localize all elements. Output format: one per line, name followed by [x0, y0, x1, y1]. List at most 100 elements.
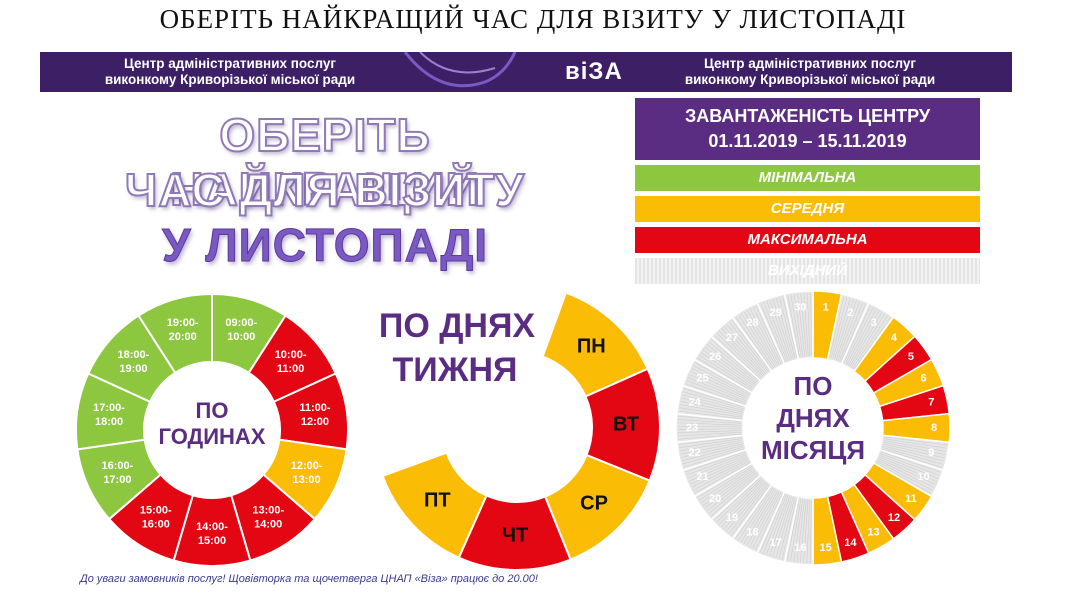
weekend-hatch-line	[797, 293, 806, 357]
weekend-hatch-line	[834, 299, 854, 360]
hours-slice-label: 10:00	[227, 331, 255, 343]
weekend-hatch-line	[694, 462, 751, 494]
weekend-hatch-line	[760, 303, 786, 362]
banner-org-name-right: Центр адміністративних послуг виконкому …	[684, 56, 936, 87]
weekend-hatch-line	[697, 357, 752, 391]
weekend-hatch-line	[679, 404, 743, 416]
hours-slice-label: 12:00-	[291, 460, 323, 472]
weekend-hatch-line	[881, 448, 943, 468]
weekend-hatch-line	[743, 489, 777, 545]
weekend-hatch-line	[678, 425, 742, 428]
legend-item-maximal: МАКСИМАЛЬНА	[635, 227, 980, 253]
weekend-hatch-line	[832, 298, 851, 359]
month-day-label: 28	[746, 317, 758, 329]
weekend-hatch-line	[807, 293, 811, 357]
load-legend: ЗАВАНТАЖЕНІСТЬ ЦЕНТРУ 01.11.2019 – 15.11…	[635, 98, 980, 284]
month-day-label: 23	[686, 422, 698, 434]
weekend-hatch-line	[725, 482, 767, 532]
weekend-hatch-line	[706, 344, 757, 384]
weekend-hatch-line	[682, 391, 744, 409]
weekend-hatch-line	[714, 476, 761, 521]
weekday-slice-label: ЧТ	[502, 524, 528, 546]
weekend-hatch-line	[728, 322, 769, 372]
hours-slice-label: 18:00-	[118, 349, 150, 361]
weekend-hatch-line	[840, 303, 867, 362]
month-day-label: 16	[794, 542, 806, 554]
month-day-label: 8	[931, 422, 937, 434]
weekend-hatch-line	[702, 469, 755, 507]
legend-item-medium: СЕРЕДНЯ	[635, 196, 980, 222]
hours-slice-label: 19:00-	[167, 317, 199, 329]
hours-slice-label: 13:00	[293, 474, 321, 486]
hours-slice-label: 16:00	[142, 518, 170, 530]
weekdays-donut-chart: ПН ВТ СР ЧТ ПТ ПО ДНЯХ ТИЖНЯ	[379, 291, 661, 571]
weekend-hatch-line	[766, 495, 789, 555]
weekend-hatch-line	[759, 494, 786, 553]
weekday-slice-label: ВТ	[613, 413, 639, 435]
weekend-hatch-line	[766, 301, 789, 361]
weekend-hatch-line	[694, 362, 751, 394]
banner-org-name-left: Центр адміністративних послуг виконкому …	[104, 56, 356, 87]
weekend-hatch-line	[882, 447, 944, 465]
weekend-hatch-line	[683, 388, 745, 408]
weekend-hatch-line	[718, 479, 764, 525]
banner-ornament-icon	[403, 52, 517, 88]
weekend-hatch-line	[699, 355, 753, 390]
weekend-hatch-line	[731, 320, 770, 371]
weekdays-title: ПО ДНЯХ	[379, 307, 536, 345]
weekend-hatch-line	[752, 306, 782, 364]
weekend-hatch-line	[876, 461, 933, 491]
weekend-hatch-line	[726, 324, 768, 373]
weekend-hatch-line	[746, 310, 779, 366]
weekend-hatch-line	[723, 326, 766, 375]
weekend-hatch-line	[879, 454, 939, 479]
weekend-hatch-line	[877, 459, 935, 488]
weekend-hatch-line	[763, 302, 788, 362]
month-day-label: 30	[794, 302, 806, 314]
weekend-hatch-line	[719, 330, 764, 377]
weekend-hatch-line	[687, 454, 747, 479]
month-day-label: 1	[823, 302, 829, 314]
weekend-hatch-line	[849, 311, 883, 367]
weekend-hatch-line	[793, 294, 804, 357]
weekend-hatch-line	[679, 410, 742, 420]
hours-donut-chart: 09:00- 10:00 10:00- 11:00 11:00- 12:00 12:00- 1…	[75, 292, 349, 567]
weekend-hatch-line	[680, 441, 743, 455]
weekend-hatch-line	[735, 316, 773, 370]
weekend-hatch-line	[678, 422, 742, 426]
weekend-hatch-line	[700, 352, 754, 388]
weekend-hatch-line	[686, 452, 746, 476]
hours-slice-label: 14:00	[254, 518, 282, 530]
weekend-hatch-line	[772, 496, 792, 557]
legend-item-day-off: ВИХІДНИЙ	[635, 258, 980, 284]
month-day-label: 19	[726, 512, 738, 524]
weekend-hatch-line	[678, 436, 742, 445]
weekend-hatch-line	[688, 374, 748, 400]
weekend-hatch-line	[746, 490, 778, 546]
hours-center-label: ПО	[196, 398, 229, 423]
weekend-hatch-line	[708, 341, 758, 383]
headline-line-1: ОБЕРІТЬ НАЙКРАЩИЙ	[169, 108, 480, 216]
weekend-hatch-line	[796, 499, 805, 563]
weekend-hatch-line	[678, 433, 742, 440]
weekday-slice	[381, 451, 488, 559]
weekend-hatch-line	[790, 294, 802, 358]
weekend-hatch-line	[693, 365, 750, 395]
month-day-label: 9	[928, 447, 934, 459]
weekend-hatch-line	[878, 456, 938, 482]
weekend-hatch-line	[782, 296, 798, 358]
month-day-label: 3	[870, 317, 876, 329]
weekend-hatch-line	[678, 419, 742, 424]
weekend-hatch-line	[710, 474, 759, 517]
weekend-hatch-line	[687, 377, 747, 402]
weekend-hatch-line	[704, 470, 756, 509]
hours-slice-label: 17:00	[103, 474, 131, 486]
weekend-hatch-line	[775, 497, 794, 558]
month-day-label: 15	[820, 542, 832, 554]
weekend-hatch-line	[686, 380, 746, 403]
weekend-hatch-line	[781, 498, 797, 560]
weekend-hatch-line	[883, 440, 947, 452]
weekend-hatch-line	[749, 308, 780, 365]
weekend-hatch-line	[721, 480, 765, 528]
weekend-hatch-line	[848, 310, 880, 366]
